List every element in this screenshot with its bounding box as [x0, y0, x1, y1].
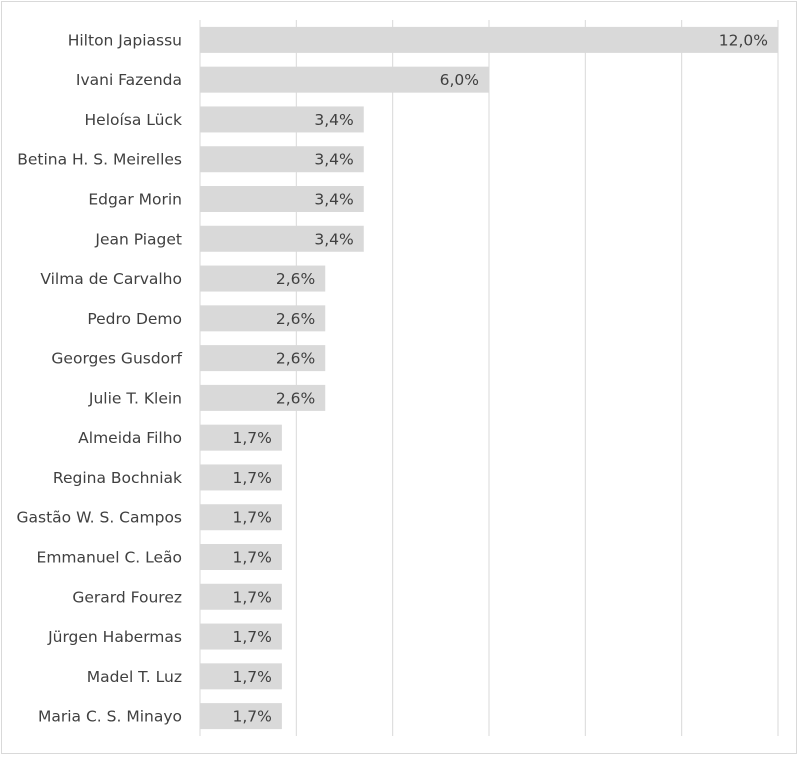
bar: [200, 663, 282, 690]
bar: [200, 146, 364, 173]
bar: [200, 504, 282, 531]
bar: [200, 265, 326, 292]
data-label: 2,6%: [276, 389, 315, 407]
data-label: 1,7%: [232, 628, 271, 646]
bar: [200, 345, 326, 372]
bar: [200, 703, 282, 730]
category-label: Vilma de Carvalho: [40, 270, 182, 288]
bar: [200, 305, 326, 332]
data-label: 1,7%: [232, 549, 271, 567]
bar: [200, 66, 489, 93]
bar: [200, 623, 282, 650]
data-label: 12,0%: [719, 31, 768, 49]
category-label: Gerard Fourez: [72, 588, 182, 606]
data-label: 2,6%: [276, 350, 315, 368]
bar: [200, 186, 364, 212]
category-label: Emmanuel C. Leão: [37, 549, 182, 567]
data-label: 3,4%: [314, 191, 353, 209]
category-label: Ivani Fazenda: [76, 71, 182, 89]
data-label: 1,7%: [232, 588, 271, 606]
data-label: 1,7%: [232, 708, 271, 726]
category-label: Jürgen Habermas: [47, 628, 182, 646]
category-label: Gastão W. S. Campos: [17, 509, 182, 527]
bar: [200, 26, 778, 53]
bar: [200, 544, 282, 570]
category-label: Betina H. S. Meirelles: [17, 151, 182, 169]
data-label: 1,7%: [232, 429, 271, 447]
bar: [200, 424, 282, 451]
data-label: 2,6%: [276, 270, 315, 288]
bar: [200, 384, 326, 411]
data-label: 3,4%: [314, 230, 353, 248]
data-label: 1,7%: [232, 509, 271, 527]
category-label: Madel T. Luz: [87, 668, 182, 686]
category-label: Pedro Demo: [87, 310, 182, 328]
category-label: Almeida Filho: [78, 429, 182, 447]
data-label: 3,4%: [314, 111, 353, 129]
category-label: Hilton Japiassu: [68, 31, 182, 49]
data-label: 3,4%: [314, 151, 353, 169]
bar: [200, 583, 282, 610]
data-label: 1,7%: [232, 668, 271, 686]
bar: [200, 225, 364, 252]
data-label: 2,6%: [276, 310, 315, 328]
category-label: Regina Bochniak: [53, 469, 182, 487]
data-label: 1,7%: [232, 469, 271, 487]
bar: [200, 464, 282, 491]
category-label: Jean Piaget: [94, 230, 182, 248]
category-label: Edgar Morin: [88, 191, 182, 209]
category-label: Julie T. Klein: [88, 389, 182, 407]
data-label: 6,0%: [440, 71, 479, 89]
category-label: Heloísa Lück: [85, 111, 182, 129]
bar: [200, 106, 364, 133]
category-label: Maria C. S. Minayo: [38, 708, 182, 726]
category-label: Georges Gusdorf: [51, 350, 182, 368]
